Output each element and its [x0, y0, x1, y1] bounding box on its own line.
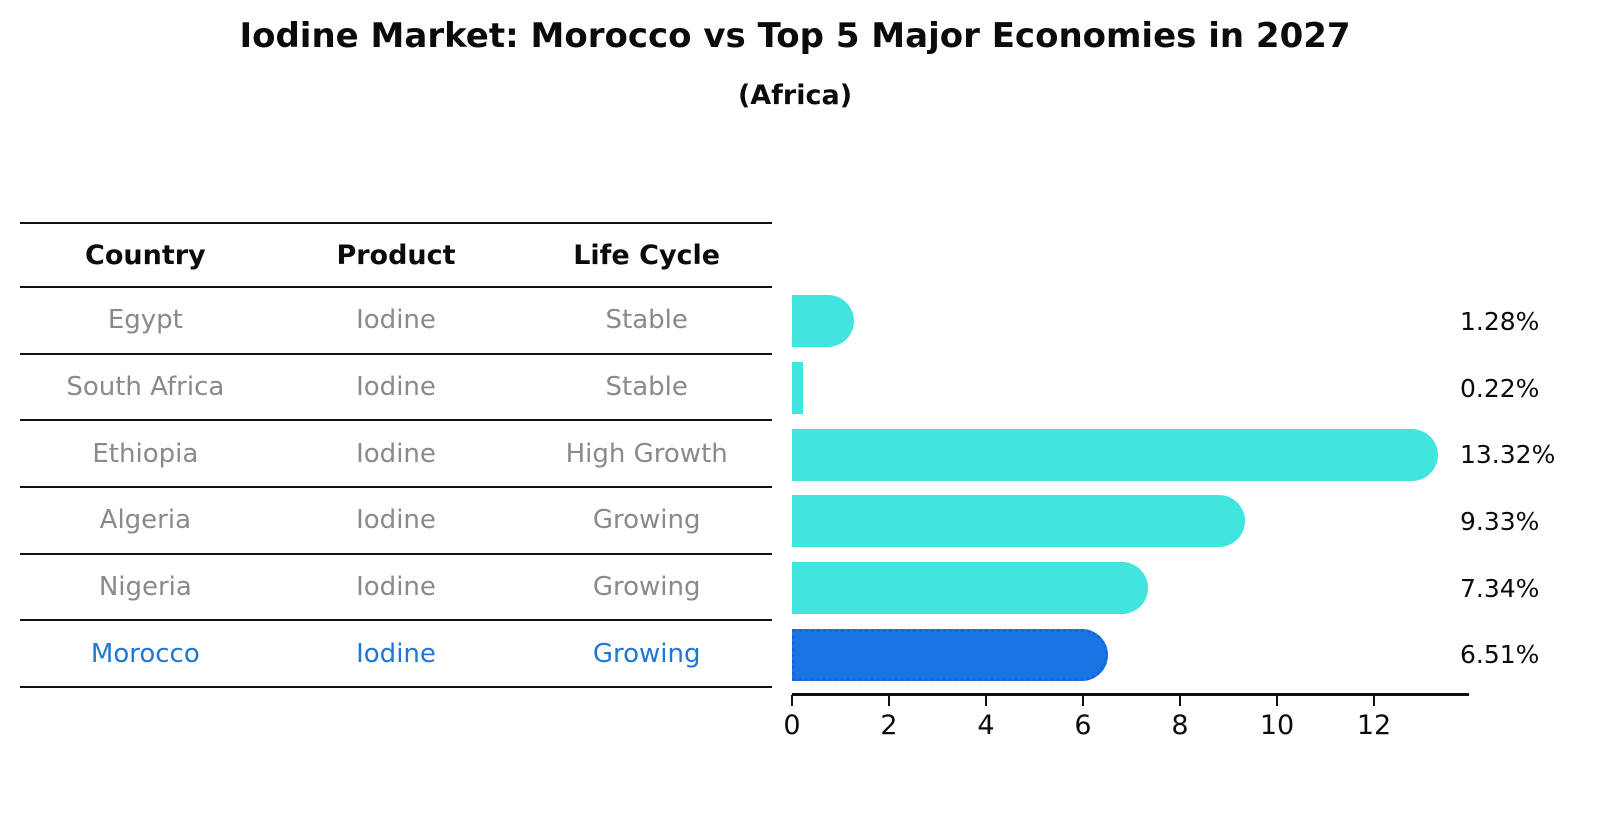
cell-product: Iodine: [356, 438, 436, 469]
cell-country: Morocco: [90, 638, 200, 669]
cell-product: Iodine: [356, 572, 436, 603]
x-tick-mark: [985, 695, 987, 706]
table-body: Egypt Iodine Stable South Africa Iodine …: [20, 288, 772, 689]
cell-product: Iodine: [356, 305, 436, 336]
x-tick-mark: [1276, 695, 1278, 706]
bar-nigeria: [792, 562, 1148, 615]
x-tick-mark: [1179, 695, 1181, 706]
table-row-nigeria: Nigeria Iodine Growing: [20, 555, 772, 622]
cell-product: Iodine: [356, 505, 436, 536]
cell-country: Egypt: [107, 305, 183, 336]
value-label-nigeria: 7.34%: [1460, 573, 1540, 603]
x-tick-mark: [888, 695, 890, 706]
bar-morocco-highlighted: [792, 628, 1108, 681]
x-tick-label: 10: [1259, 710, 1295, 741]
x-tick-mark: [791, 695, 793, 706]
page-subtitle: (Africa): [737, 80, 853, 111]
x-tick-label: 6: [1074, 710, 1092, 741]
x-axis-line: [792, 693, 1469, 696]
column-header-life-cycle: Life Cycle: [573, 239, 721, 271]
column-header-country: Country: [85, 239, 206, 271]
x-tick-label: 2: [880, 710, 898, 741]
bar-value-labels: 1.28% 0.22% 13.32% 9.33% 7.34% 6.51%: [1460, 288, 1600, 688]
x-tick-label: 12: [1356, 710, 1392, 741]
table-row-south-africa: South Africa Iodine Stable: [20, 355, 772, 422]
column-header-product: Product: [336, 239, 456, 271]
x-tick-label: 0: [783, 710, 801, 741]
cell-life-cycle: Stable: [605, 372, 688, 402]
cell-life-cycle: Growing: [592, 505, 701, 536]
x-tick-mark: [1082, 695, 1084, 706]
table-row-ethiopia: Ethiopia Iodine High Growth: [20, 421, 772, 489]
bar-egypt: [792, 295, 855, 348]
bar-algeria: [792, 495, 1245, 548]
bar-ethiopia: [792, 428, 1439, 481]
table-row-algeria: Algeria Iodine Growing: [20, 488, 772, 555]
x-tick-label: 8: [1171, 710, 1189, 741]
cell-country: Ethiopia: [92, 438, 199, 469]
value-label-ethiopia: 13.32%: [1460, 440, 1556, 470]
page-title: Iodine Market: Morocco vs Top 5 Major Ec…: [239, 16, 1351, 56]
bar-chart: [792, 288, 1472, 688]
cell-life-cycle: High Growth: [565, 438, 728, 469]
cell-country: South Africa: [66, 372, 225, 402]
value-label-morocco: 6.51%: [1460, 640, 1540, 670]
cell-life-cycle: Growing: [592, 638, 701, 669]
table-row-egypt: Egypt Iodine Stable: [20, 288, 772, 355]
cell-country: Algeria: [99, 505, 192, 536]
x-tick-mark: [1373, 695, 1375, 706]
bar-south-africa: [792, 362, 803, 414]
value-label-egypt: 1.28%: [1460, 306, 1540, 336]
value-label-algeria: 9.33%: [1460, 506, 1540, 536]
country-table: Country Product Life Cycle Egypt Iodine …: [20, 222, 772, 689]
table-row-morocco-highlighted: Morocco Iodine Growing: [20, 621, 772, 689]
value-label-south-africa: 0.22%: [1460, 373, 1540, 403]
table-header-row: Country Product Life Cycle: [20, 224, 772, 288]
x-tick-label: 4: [977, 710, 995, 741]
cell-product: Iodine: [356, 372, 436, 402]
cell-life-cycle: Growing: [592, 572, 701, 603]
cell-life-cycle: Stable: [605, 305, 688, 336]
cell-product: Iodine: [356, 638, 436, 669]
cell-country: Nigeria: [98, 572, 192, 603]
